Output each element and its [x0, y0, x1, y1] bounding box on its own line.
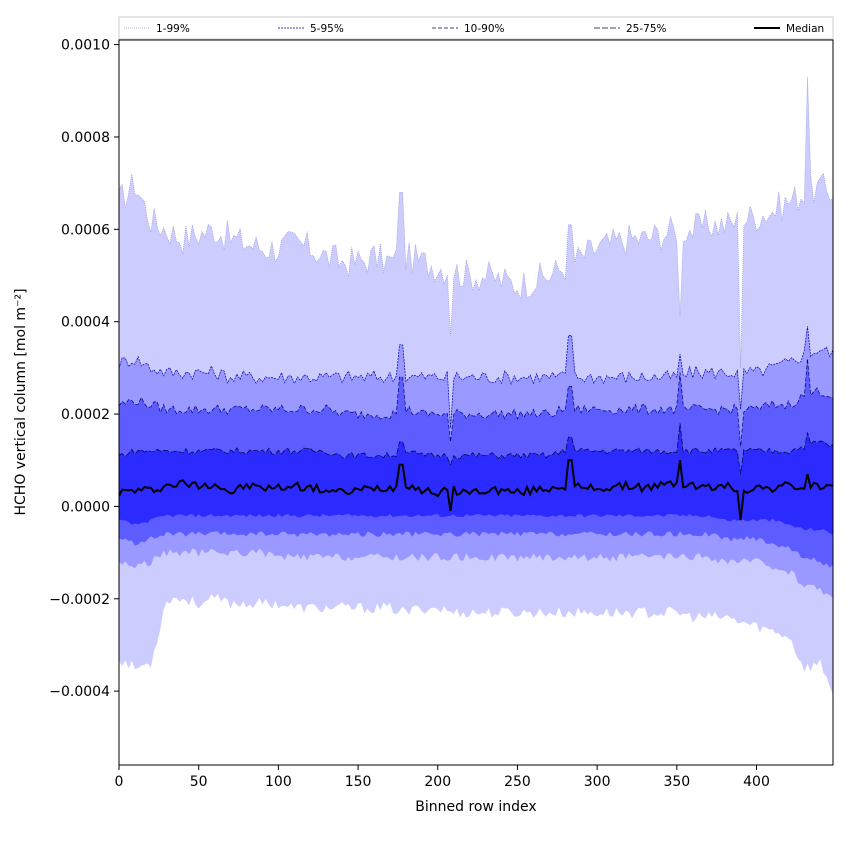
legend-label: 1-99%	[156, 23, 190, 35]
y-tick-label: 0.0008	[61, 130, 110, 146]
y-axis-title: HCHO vertical column [mol m⁻²]	[13, 288, 29, 515]
series-lines	[119, 76, 833, 521]
y-tick-label: 0.0000	[61, 499, 110, 515]
x-tick-label: 250	[504, 774, 531, 790]
percentile-bands	[119, 76, 833, 695]
band-upper-line-25-75%	[119, 423, 833, 475]
y-tick-label: 0.0002	[61, 407, 110, 423]
y-tick-label: 0.0010	[61, 38, 110, 54]
x-tick-label: 350	[663, 774, 690, 790]
x-tick-label: 150	[345, 774, 372, 790]
x-tick-label: 400	[743, 774, 770, 790]
x-tick-label: 200	[424, 774, 451, 790]
x-tick-label: 100	[265, 774, 292, 790]
x-tick-label: 0	[115, 774, 124, 790]
y-tick-label: −0.0004	[49, 684, 110, 700]
legend-label: 25-75%	[626, 23, 667, 35]
y-tick-label: −0.0002	[49, 592, 110, 608]
x-axis-title: Binned row index	[415, 799, 536, 815]
x-tick-label: 50	[190, 774, 208, 790]
legend-label: Median	[786, 23, 824, 35]
legend-box	[118, 16, 834, 40]
plot-frame	[118, 39, 834, 766]
legend-label: 5-95%	[310, 23, 344, 35]
legend-label: 10-90%	[464, 23, 505, 35]
band-upper-line-5-95%	[119, 326, 833, 428]
y-axis: −0.0004 −0.0002 0.0000 0.0002 0.0004 0.0006 0.…	[49, 38, 119, 700]
legend: 1-99% 5-95% 10-90% 25-75% Median	[118, 16, 834, 40]
x-axis: 0 50 100 150 200 250 300 350 400	[115, 765, 770, 790]
y-tick-label: 0.0004	[61, 315, 110, 331]
band-upper-line-1-99%	[119, 76, 833, 368]
band-25-75%	[119, 423, 833, 535]
series-line-median	[119, 459, 833, 521]
x-tick-label: 300	[584, 774, 611, 790]
y-tick-label: 0.0006	[61, 222, 110, 238]
